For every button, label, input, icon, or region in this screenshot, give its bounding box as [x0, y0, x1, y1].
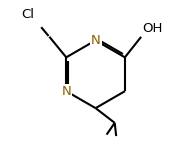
Text: N: N [91, 34, 100, 47]
Text: N: N [61, 85, 71, 98]
Text: OH: OH [143, 22, 163, 35]
Text: Cl: Cl [21, 8, 34, 21]
